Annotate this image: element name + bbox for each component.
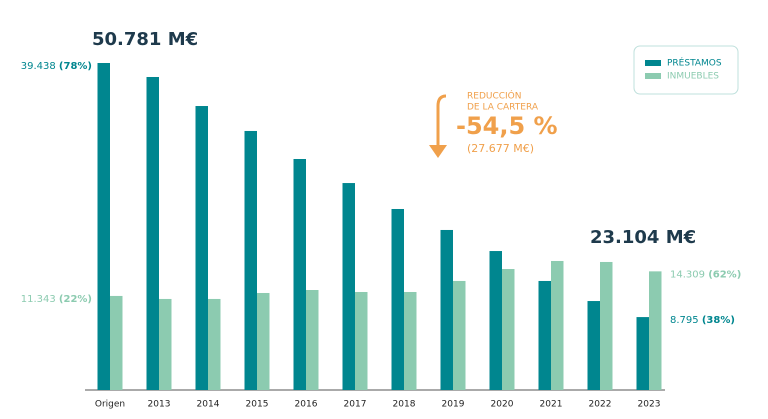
x-tick-label: 2021 (540, 400, 563, 410)
bar (600, 261, 613, 390)
bar (636, 317, 649, 390)
value-share: (78%) (59, 61, 92, 72)
bar (342, 183, 355, 390)
x-tick-label: 2022 (589, 400, 612, 410)
x-tick-label: 2019 (442, 400, 465, 410)
x-tick-label: 2015 (246, 400, 269, 410)
value-share: (22%) (59, 294, 92, 305)
bar (502, 269, 515, 390)
legend-label: PRÉSTAMOS (667, 57, 722, 69)
x-tick-label: 2018 (393, 400, 416, 410)
bar (453, 280, 466, 390)
total-start: 50.781 M€ (92, 29, 198, 50)
legend-swatch (645, 60, 661, 66)
bar (208, 298, 221, 390)
bar (97, 63, 110, 390)
bar (551, 260, 564, 390)
bar (538, 280, 551, 390)
x-tick-label: 2014 (197, 400, 220, 410)
bar (293, 158, 306, 390)
value-number: 8.795 (670, 315, 699, 326)
value-number: 14.309 (670, 269, 705, 280)
bar (159, 298, 172, 390)
legend-box (633, 45, 739, 95)
total-end: 23.104 M€ (590, 227, 696, 248)
value-label: 14.309 (62%) (670, 269, 741, 280)
legend-swatch (645, 73, 661, 79)
bar (306, 290, 319, 390)
value-label: 39.438 (78%) (21, 61, 92, 72)
reduction-caption: DE LA CARTERA (467, 103, 539, 113)
reduction-arrowhead (429, 145, 447, 158)
value-share: (62%) (708, 269, 741, 280)
bar (146, 76, 159, 391)
reduction-caption: REDUCCIÓN (467, 90, 522, 102)
bar (391, 208, 404, 390)
legend-label: INMUEBLES (667, 72, 719, 82)
x-tick-label: 2023 (638, 400, 661, 410)
x-tick-label: 2020 (491, 400, 514, 410)
reduction-arrow (436, 94, 447, 150)
bar (355, 291, 368, 390)
reduction-percent: -54,5 % (456, 112, 558, 140)
bar (244, 130, 257, 390)
bar (489, 251, 502, 390)
x-tick-label: 2016 (295, 400, 318, 410)
reduction-amount: (27.677 M€) (467, 142, 534, 155)
x-tick-label: 2017 (344, 400, 367, 410)
bar (195, 106, 208, 390)
value-label: 8.795 (38%) (670, 315, 735, 326)
bar (404, 291, 417, 390)
bar (110, 295, 123, 390)
bar (440, 229, 453, 390)
x-tick-label: Origen (95, 400, 125, 410)
value-number: 39.438 (21, 61, 56, 72)
value-label: 11.343 (22%) (21, 294, 92, 305)
value-number: 11.343 (21, 294, 56, 305)
bar (257, 292, 270, 390)
value-share: (38%) (702, 315, 735, 326)
bar (649, 271, 662, 390)
bar (587, 301, 600, 390)
x-tick-label: 2013 (148, 400, 171, 410)
